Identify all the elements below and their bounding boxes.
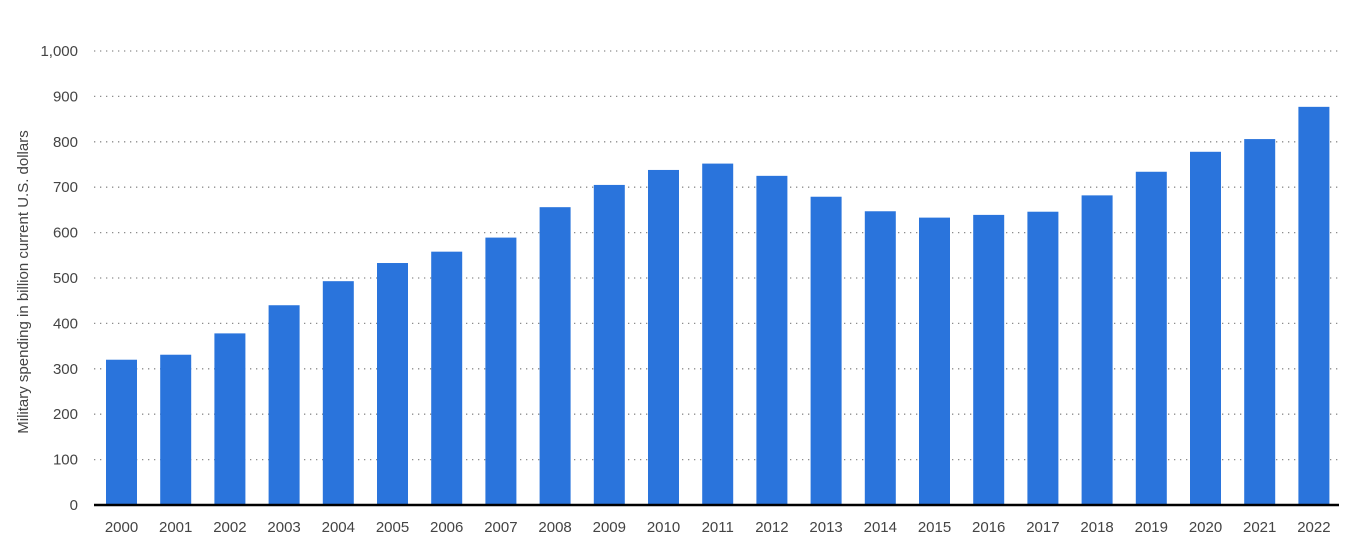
bar-2009	[593, 184, 625, 505]
bar-2005	[377, 263, 408, 505]
bar-2020	[1190, 151, 1221, 505]
bar-2022	[1298, 106, 1330, 505]
bar-2016	[973, 214, 1005, 506]
x-tick-label: 2002	[213, 519, 246, 536]
x-tick-label: 2009	[593, 519, 626, 536]
x-tick-label: 2011	[702, 519, 734, 536]
y-tick-label: 300	[53, 361, 78, 378]
x-tick-label: 2003	[267, 519, 300, 536]
y-tick-label: 900	[53, 88, 78, 105]
y-tick-label: 1,000	[40, 43, 78, 60]
x-tick-label: 2019	[1135, 519, 1168, 536]
x-tick-label: 2017	[1026, 519, 1059, 536]
bar-2013	[810, 196, 842, 505]
bar-2000	[106, 359, 137, 505]
x-tick-label: 2006	[430, 519, 463, 536]
x-tick-label: 2001	[159, 519, 192, 536]
x-tick-label: 2010	[647, 519, 680, 536]
x-tick-label: 2018	[1080, 519, 1113, 536]
y-tick-label: 700	[53, 179, 78, 196]
x-tick-label: 2008	[538, 519, 571, 536]
x-axis-ticks: 2000 2001 2002 2003 2004 2005 2006 2007 2008 2009…	[105, 519, 1331, 536]
bar-2006	[431, 251, 463, 505]
x-tick-label: 2000	[105, 519, 138, 536]
y-tick-label: 600	[53, 225, 78, 242]
bar-2002	[214, 333, 246, 505]
y-tick-label: 800	[53, 134, 78, 151]
x-tick-label: 2021	[1243, 519, 1276, 536]
bar-2007	[485, 237, 517, 505]
y-axis-title: Military spending in billion current U.S…	[15, 130, 32, 433]
bar-2011	[702, 163, 734, 506]
y-tick-label: 400	[53, 315, 78, 332]
y-axis-ticks: 0 100 200 300 400 500 600 700 800 900 1,000	[40, 43, 78, 514]
bar-2018	[1081, 195, 1113, 505]
bars	[106, 106, 1330, 506]
x-tick-label: 2015	[918, 519, 951, 536]
x-tick-label: 2016	[972, 519, 1005, 536]
x-tick-label: 2005	[376, 519, 409, 536]
bar-2015	[919, 217, 950, 506]
bar-2001	[160, 354, 192, 505]
bar-2008	[539, 207, 571, 505]
bar-2017	[1027, 211, 1059, 505]
bar-2003	[268, 305, 300, 505]
x-tick-label: 2020	[1189, 519, 1222, 536]
bar-2014	[864, 211, 896, 505]
x-tick-label: 2012	[755, 519, 788, 536]
x-tick-label: 2007	[484, 519, 517, 536]
y-tick-label: 200	[53, 406, 78, 423]
y-tick-label: 100	[53, 452, 78, 469]
x-tick-label: 2014	[864, 519, 897, 536]
x-tick-label: 2013	[809, 519, 842, 536]
y-tick-label: 500	[53, 270, 78, 287]
bar-2004	[322, 281, 354, 505]
bar-2010	[648, 169, 679, 505]
bar-2021	[1244, 139, 1276, 506]
bar-2019	[1135, 171, 1167, 505]
bar-2012	[756, 175, 788, 505]
x-tick-label: 2022	[1297, 519, 1330, 536]
x-tick-label: 2004	[322, 519, 355, 536]
y-tick-label: 0	[70, 497, 78, 514]
